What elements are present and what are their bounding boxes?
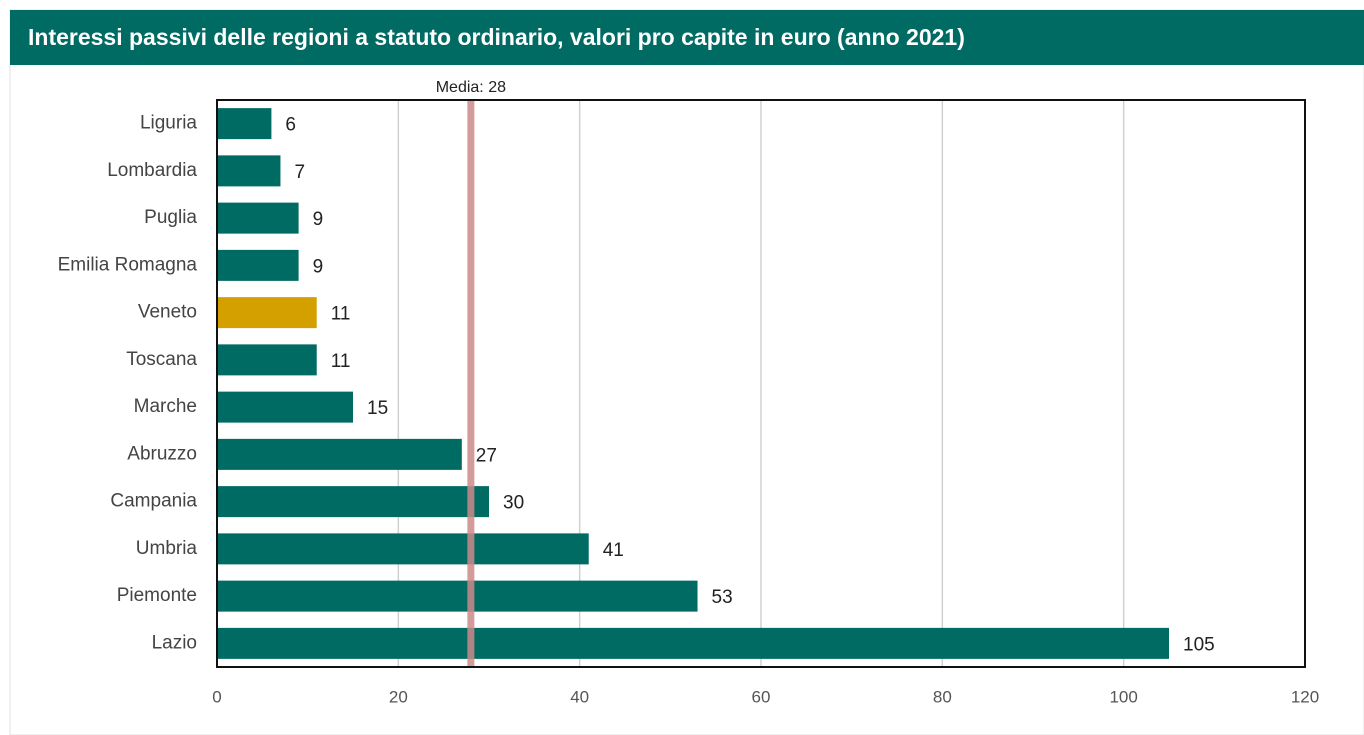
data-label: 27 — [476, 445, 497, 466]
y-tick-label: Marche — [134, 396, 197, 417]
data-label: 53 — [712, 587, 733, 608]
plot-frame — [216, 99, 1306, 668]
bar — [217, 486, 489, 518]
bar — [217, 202, 299, 234]
data-label: 11 — [331, 351, 351, 372]
y-tick-label: Lazio — [152, 632, 197, 653]
data-label: 9 — [313, 256, 324, 277]
y-tick-label: Liguria — [140, 113, 197, 134]
bar — [217, 344, 317, 376]
x-tick-label: 60 — [752, 687, 771, 706]
y-tick-label: Emilia Romagna — [58, 254, 198, 275]
y-tick-label: Campania — [110, 491, 197, 512]
y-tick-label: Toscana — [126, 349, 197, 370]
bar — [217, 108, 272, 140]
x-tick-label: 120 — [1291, 687, 1319, 706]
bar — [217, 155, 281, 187]
reference-label: Media: 28 — [436, 79, 506, 96]
bar — [217, 438, 462, 470]
data-label: 105 — [1183, 634, 1215, 655]
x-tick-label: 80 — [933, 687, 952, 706]
y-tick-label: Lombardia — [107, 160, 197, 181]
data-label: 6 — [285, 115, 296, 136]
y-tick-label: Umbria — [136, 538, 198, 559]
bar — [217, 627, 1169, 659]
header-bar — [10, 10, 1364, 65]
x-tick-label: 0 — [212, 687, 221, 706]
data-label: 15 — [367, 398, 388, 419]
bar — [217, 249, 299, 281]
data-label: 7 — [294, 162, 305, 183]
x-tick-label: 40 — [570, 687, 589, 706]
data-label: 11 — [331, 304, 351, 325]
x-tick-label: 20 — [389, 687, 408, 706]
data-label: 41 — [603, 540, 624, 561]
y-tick-label: Piemonte — [117, 585, 197, 606]
x-tick-label: 100 — [1109, 687, 1137, 706]
y-tick-label: Veneto — [138, 302, 197, 323]
y-tick-label: Puglia — [144, 207, 197, 228]
data-label: 9 — [313, 209, 324, 230]
y-tick-label: Abruzzo — [127, 443, 197, 464]
bar — [217, 297, 317, 329]
chart-border — [9, 9, 1364, 735]
bar — [217, 580, 698, 612]
bar — [217, 533, 589, 565]
bar — [217, 391, 353, 423]
data-label: 30 — [503, 493, 524, 514]
chart-title: Interessi passivi delle regioni a statut… — [28, 24, 965, 50]
